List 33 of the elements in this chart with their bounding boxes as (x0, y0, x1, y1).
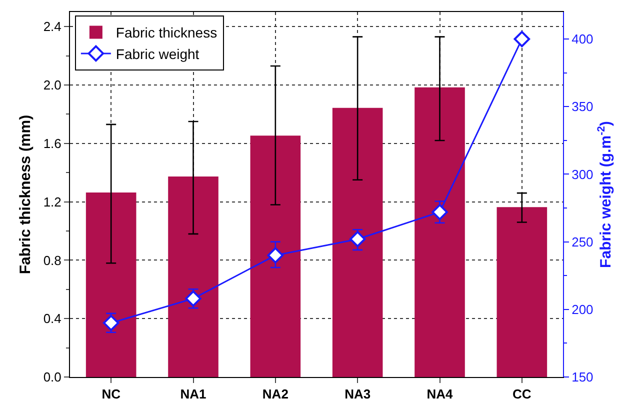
y2-tick-label: 200 (572, 302, 594, 317)
y2-tick-label: 400 (572, 32, 594, 47)
point (349, 230, 366, 248)
point (267, 247, 284, 264)
x-tick-label: NC (102, 386, 122, 402)
y-tick-label: 2.0 (43, 78, 62, 93)
y-tick-label: 1.6 (43, 136, 62, 151)
y-tick-label: 0.4 (43, 311, 62, 326)
y2-tick-label: 300 (572, 166, 594, 182)
bar (332, 108, 383, 377)
x-tick-label: CC (512, 386, 532, 402)
x-tick-label: NA4 (426, 386, 454, 402)
x-tick-label: NA1 (180, 386, 206, 402)
point (514, 30, 530, 48)
y2-tick-label: 250 (572, 234, 594, 250)
bar (168, 176, 218, 377)
y2-tick-label: 350 (572, 99, 594, 114)
x-tick-label: NA2 (262, 386, 288, 402)
y-axis-title: Fabric thickness (mm) (17, 114, 34, 274)
y-tick-label: 0.8 (43, 252, 62, 268)
bar (414, 87, 465, 377)
y-tick-label: 1.2 (43, 194, 62, 210)
bar (250, 136, 301, 377)
bar (86, 192, 136, 377)
y-tick-label: 2.4 (43, 19, 62, 34)
y-tick-label: 0.0 (43, 370, 62, 385)
bar (496, 207, 548, 377)
point (432, 204, 448, 220)
point (102, 314, 120, 332)
y2-tick-label: 150 (572, 370, 594, 385)
x-tick-label: NA3 (344, 386, 371, 402)
legend-label: Fabric thickness (116, 24, 218, 41)
legend-label: Fabric weight (116, 46, 200, 62)
